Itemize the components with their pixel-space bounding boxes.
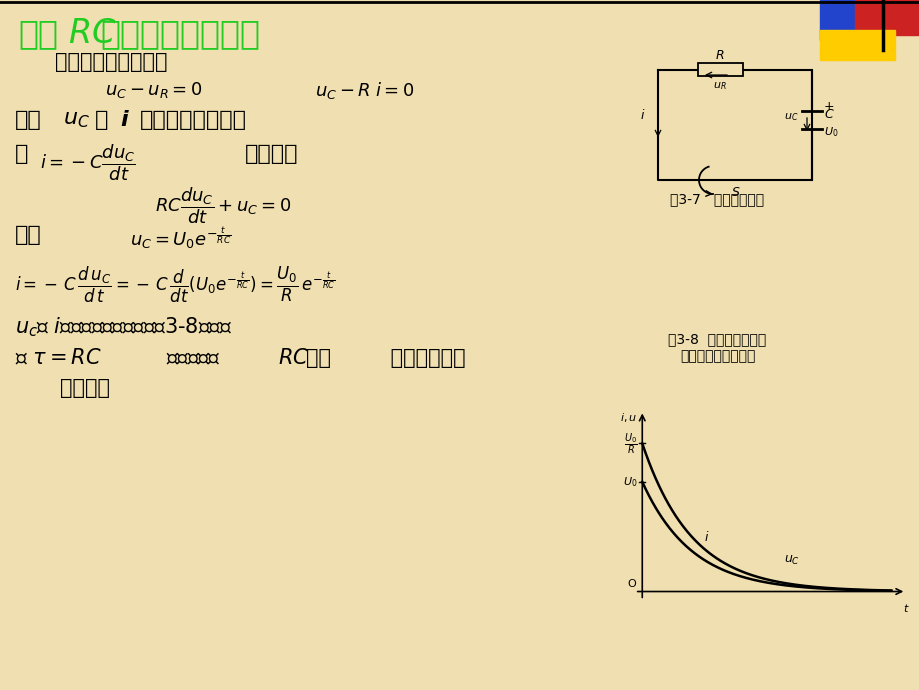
Text: $U_0$: $U_0$ bbox=[823, 125, 837, 139]
Text: $u_C - R\;i = 0$: $u_C - R\;i = 0$ bbox=[314, 80, 414, 101]
Text: $\dfrac{U_0}{R}$: $\dfrac{U_0}{R}$ bbox=[623, 431, 637, 456]
Text: O: O bbox=[627, 580, 636, 589]
Text: $\boldsymbol{i}$: $\boldsymbol{i}$ bbox=[119, 110, 130, 130]
Text: 把: 把 bbox=[15, 144, 28, 164]
Text: 根据基尔霍夫定律有: 根据基尔霍夫定律有 bbox=[55, 52, 167, 72]
Text: $RC$: $RC$ bbox=[278, 348, 309, 368]
Text: 代入上式: 代入上式 bbox=[244, 144, 298, 164]
Text: $R$: $R$ bbox=[714, 49, 724, 62]
Text: $\mathit{RC}$: $\mathit{RC}$ bbox=[68, 17, 116, 50]
Text: 电路的零输入响应: 电路的零输入响应 bbox=[100, 17, 260, 50]
Text: 因为: 因为 bbox=[15, 110, 41, 130]
Bar bbox=[854, 0, 919, 35]
Text: $i = -\,C\,\dfrac{d\,u_C}{d\,t} = -\,C\,\dfrac{d}{dt}(U_0 e^{-\frac{t}{RC}}) = \: $i = -\,C\,\dfrac{d\,u_C}{d\,t} = -\,C\,… bbox=[15, 265, 335, 305]
Bar bbox=[698, 63, 743, 76]
Text: $i = -C\dfrac{du_C}{dt}$: $i = -C\dfrac{du_C}{dt}$ bbox=[40, 142, 136, 183]
Text: $u_C - u_R = 0$: $u_C - u_R = 0$ bbox=[105, 80, 202, 100]
Text: $i,u$: $i,u$ bbox=[619, 411, 637, 424]
Text: 图3-8  电容放电电压和: 图3-8 电容放电电压和 bbox=[667, 332, 766, 346]
Text: $u_C$: $u_C$ bbox=[783, 554, 799, 567]
Text: +: + bbox=[823, 99, 834, 112]
Bar bbox=[819, 0, 884, 40]
Text: 令 $\tau = RC$          ，称为动态: 令 $\tau = RC$ ，称为动态 bbox=[15, 348, 221, 368]
Text: $S$: $S$ bbox=[731, 186, 740, 199]
Text: $u_C = U_0 e^{-\frac{t}{RC}}$: $u_C = U_0 e^{-\frac{t}{RC}}$ bbox=[130, 225, 231, 251]
Text: 图3-7   电容放电电路: 图3-7 电容放电电路 bbox=[669, 192, 764, 206]
Text: $RC\dfrac{du_C}{dt} + u_C = 0$: $RC\dfrac{du_C}{dt} + u_C = 0$ bbox=[154, 185, 291, 226]
Text: $i$: $i$ bbox=[704, 530, 709, 544]
Text: 解得: 解得 bbox=[15, 225, 41, 245]
Text: $u_c$和 $i$随时间变化的曲线如图3-8所示。: $u_c$和 $i$随时间变化的曲线如图3-8所示。 bbox=[15, 315, 232, 339]
Text: 二、: 二、 bbox=[18, 17, 58, 50]
Text: $C$: $C$ bbox=[823, 108, 834, 121]
Text: $u_C$: $u_C$ bbox=[783, 111, 797, 123]
Text: $\boldsymbol{u_C}$: $\boldsymbol{u_C}$ bbox=[62, 110, 90, 130]
Text: 电流随时间变化曲线: 电流随时间变化曲线 bbox=[679, 349, 754, 363]
Text: 电路         的时间常数，: 电路 的时间常数， bbox=[306, 348, 465, 368]
Text: $i$: $i$ bbox=[640, 108, 645, 122]
Text: 的参考方向相反，: 的参考方向相反， bbox=[140, 110, 246, 130]
Text: $u_R$: $u_R$ bbox=[712, 80, 726, 92]
Bar bbox=[819, 30, 894, 60]
Text: $t$: $t$ bbox=[902, 602, 909, 615]
Text: 与: 与 bbox=[95, 110, 108, 130]
Text: $U_0$: $U_0$ bbox=[622, 475, 637, 489]
Text: 单位为秒: 单位为秒 bbox=[60, 378, 110, 398]
